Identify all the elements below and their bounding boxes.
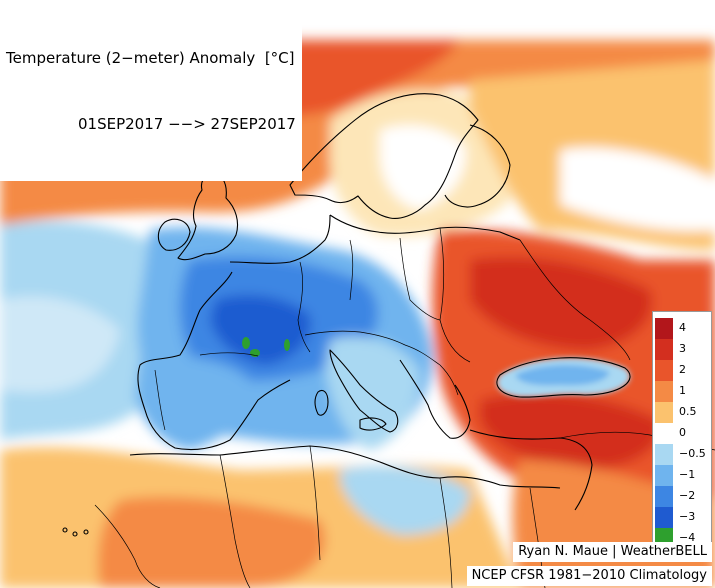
coast-turkey-levant <box>469 429 593 511</box>
black-sea-anomaly <box>496 357 631 398</box>
coast-sicily <box>359 417 387 431</box>
colorbar-legend: 4 3 2 1 0.5 0 −0.5 −1 −2 −3 −4 <box>652 311 712 549</box>
anomaly-area-ukraine-extreme <box>470 256 652 350</box>
black-sea-cool-core <box>515 364 610 386</box>
legend-tick-label: −0.5 <box>679 447 706 460</box>
legend-tick-label: 2 <box>679 363 686 376</box>
climatology-source: NCEP CFSR 1981−2010 Climatology <box>466 566 712 586</box>
legend-tick-label: 4 <box>679 321 686 334</box>
coast-canary-island <box>72 531 78 537</box>
coast-finland <box>444 124 511 208</box>
anomaly-area-italy-cool <box>325 336 420 450</box>
anomaly-area-turkey-extreme <box>480 392 661 470</box>
border-libya-egypt <box>439 477 453 588</box>
cold-spot <box>250 349 260 357</box>
legend-swatch <box>655 339 673 360</box>
legend-swatch <box>655 507 673 528</box>
legend-tick-label: 0 <box>679 426 686 439</box>
coast-ireland <box>157 218 191 251</box>
cold-spot <box>242 337 250 349</box>
legend-tick-label: −4 <box>679 531 696 544</box>
coast-europe-mainland <box>229 214 521 264</box>
coast-north-africa <box>129 445 561 489</box>
anomaly-area-sahara-warm <box>98 496 326 588</box>
coast-canary-island <box>62 527 68 533</box>
legend-swatch <box>655 423 673 444</box>
map-title: Temperature (2−meter) Anomaly [°C] <box>6 49 295 67</box>
author-credit: Ryan N. Maue | WeatherBELL <box>513 542 712 562</box>
country-borders <box>94 227 715 588</box>
legend-swatch <box>655 465 673 486</box>
legend-swatch <box>655 381 673 402</box>
date-range: 01SEP2017 −−> 27SEP2017 <box>78 115 296 133</box>
legend-tick-label: −2 <box>679 489 696 502</box>
legend-swatch <box>655 402 673 423</box>
anomaly-area-atlantic-pale <box>0 296 120 393</box>
legend-tick-label: 1 <box>679 384 686 397</box>
legend-swatch <box>655 318 673 339</box>
legend-tick-label: −3 <box>679 510 696 523</box>
border-germany-poland <box>349 239 354 301</box>
legend-swatch <box>655 486 673 507</box>
border-balkans <box>404 344 459 396</box>
coast-balkans <box>399 359 471 439</box>
coast-sardinia <box>314 389 329 416</box>
coast-italy <box>329 349 399 433</box>
anomaly-area-scandinavia-white <box>380 125 466 210</box>
border-western-sahara <box>94 504 161 588</box>
border-spain-france <box>199 352 259 357</box>
border-north-africa-1 <box>219 454 251 588</box>
border-russia-west <box>439 227 471 363</box>
legend-tick-label: 3 <box>679 342 686 355</box>
coast-canary-island <box>83 529 89 535</box>
border-spain-portugal <box>154 369 166 431</box>
legend-tick-label: 0.5 <box>679 405 697 418</box>
coast-norway-sweden <box>289 93 479 219</box>
border-poland-east <box>399 237 441 321</box>
border-alps <box>304 330 406 346</box>
border-ukraine-russia <box>519 239 631 361</box>
coast-great-britain <box>177 173 239 261</box>
coast-iberia <box>137 271 291 451</box>
legend-swatch <box>655 444 673 465</box>
coast-black-sea <box>496 357 631 398</box>
map-title-box: Temperature (2−meter) Anomaly [°C] 01SEP… <box>0 0 302 181</box>
border-north-africa-2 <box>309 445 321 561</box>
anomaly-area-libya-cool <box>340 466 470 535</box>
border-france-germany <box>297 261 311 353</box>
legend-swatch <box>655 360 673 381</box>
cold-spot <box>284 339 290 351</box>
anomaly-area-russia-white <box>560 147 715 231</box>
legend-tick-label: −1 <box>679 468 696 481</box>
